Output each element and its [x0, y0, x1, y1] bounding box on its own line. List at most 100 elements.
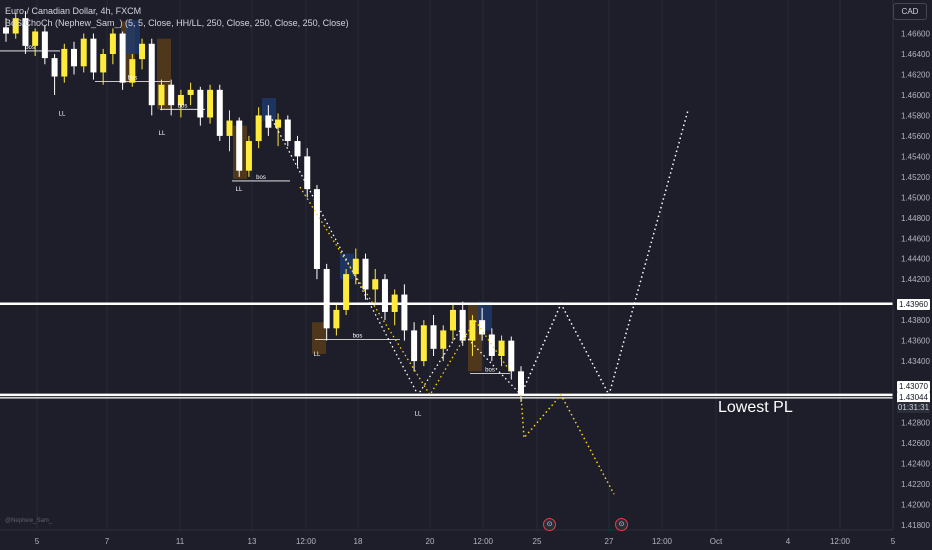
y-tick-label: 1.45200	[901, 173, 930, 182]
calendar-event-icon[interactable]: ⊙	[543, 518, 556, 531]
x-tick-label: 20	[426, 537, 435, 546]
projection-path-yellow	[520, 393, 615, 495]
bos-label: bos	[256, 175, 266, 181]
candle-body	[479, 320, 486, 335]
price-axis[interactable]: 1.46600 1.46400 1.46200 1.46000 1.45800 1.456…	[892, 0, 930, 530]
history-path-white	[269, 115, 522, 397]
structure-zone	[262, 98, 276, 121]
candle-body	[226, 120, 233, 136]
calendar-event-icon[interactable]: ⊙	[615, 518, 628, 531]
candle-body	[469, 320, 476, 341]
y-tick-label: 1.46400	[901, 50, 930, 59]
candle-body	[255, 115, 262, 142]
candle-body	[362, 258, 369, 290]
y-tick-label: 1.42200	[901, 480, 930, 489]
horizontal-levels[interactable]	[0, 302, 893, 399]
candle-body	[90, 38, 97, 73]
structure-zone	[340, 253, 354, 280]
y-tick-label: 1.42600	[901, 439, 930, 448]
candle-body	[100, 54, 107, 73]
history-path-yellow	[299, 186, 511, 397]
y-tick-label: 1.42800	[901, 419, 930, 428]
symbol-title: Euro / Canadian Dollar, 4h, FXCM	[5, 6, 142, 16]
candle-body	[158, 84, 165, 106]
lowest-pl-annotation: Lowest PL	[718, 399, 793, 416]
candle-body	[518, 371, 524, 395]
ll-label: LL	[314, 352, 321, 358]
indicator-title[interactable]: BoS/ChoCh (Nephew_Sam_) (5, 5, Close, HH…	[5, 18, 349, 28]
candle-body	[304, 156, 311, 190]
candle-body	[275, 119, 282, 128]
candle-body	[61, 48, 68, 77]
ll-label: LL	[415, 411, 422, 417]
y-tick-label: 1.45000	[901, 193, 930, 202]
structure-labels: bos bos bos bos bos bos LL LL LL LL LL	[25, 45, 495, 417]
candle-body	[236, 120, 243, 171]
x-tick-label: 4	[786, 537, 791, 546]
y-tick-label: 1.43600	[901, 337, 930, 346]
y-tick-label: 1.43400	[901, 357, 930, 366]
candle-body	[498, 340, 505, 356]
candle-body	[284, 119, 291, 142]
bos-label: bos	[178, 103, 188, 109]
structure-zone	[126, 20, 140, 55]
ll-label: LL	[59, 111, 66, 117]
x-tick-label: 27	[605, 537, 614, 546]
ll-label: LL	[236, 187, 243, 193]
candle-body	[333, 309, 340, 329]
candle-body	[381, 279, 388, 312]
y-tick-label: 1.46600	[901, 30, 930, 39]
candle-body	[343, 274, 350, 310]
projection-path-white	[520, 110, 689, 397]
candle-body	[80, 38, 87, 67]
y-tick-label: 1.43800	[901, 316, 930, 325]
candle-body	[401, 294, 408, 331]
time-axis[interactable]: 5 7 11 13 12:00 18 20 12:00 25 27 12:00 Oct 4 12:00 5	[0, 529, 896, 546]
y-tick-label: 1.44400	[901, 255, 930, 264]
candle-body	[323, 268, 330, 329]
y-tick-label: 1.45400	[901, 152, 930, 161]
x-tick-label: 25	[533, 537, 542, 546]
candle-body	[197, 89, 204, 118]
candle-body	[245, 141, 252, 171]
candle-body	[391, 294, 398, 312]
y-tick-label: 1.41800	[901, 521, 930, 530]
x-tick-label: 11	[176, 537, 185, 546]
candle-body	[177, 94, 184, 106]
candle-body	[449, 309, 456, 331]
candle-body	[207, 89, 214, 118]
x-tick-label: Oct	[710, 537, 723, 546]
currency-button[interactable]: CAD	[893, 3, 927, 20]
candle-body	[294, 141, 301, 157]
candlestick-series	[3, 11, 524, 403]
y-tick-label: 1.46000	[901, 91, 930, 100]
candle-body	[22, 18, 29, 46]
candle-body	[119, 33, 126, 83]
structure-lines	[0, 50, 510, 374]
price-tag-upper-level: 1.43960	[897, 299, 930, 310]
y-tick-label: 1.44800	[901, 214, 930, 223]
bos-label: bos	[353, 334, 363, 340]
x-tick-label: 18	[354, 537, 363, 546]
candle-body	[41, 31, 48, 59]
candle-body	[51, 58, 58, 77]
x-tick-label: 5	[891, 537, 896, 546]
x-tick-label: 7	[105, 537, 110, 546]
candle-body	[352, 258, 359, 275]
candle-body	[459, 309, 466, 341]
y-tick-label: 1.42000	[901, 500, 930, 509]
candle-body	[265, 115, 272, 128]
candle-body	[3, 27, 9, 34]
candle-body	[12, 18, 19, 34]
x-tick-label: 12:00	[830, 537, 851, 546]
candle-body	[420, 325, 427, 362]
ll-label: LL	[159, 131, 166, 137]
candle-body	[488, 334, 495, 356]
x-tick-label: 12:00	[296, 537, 317, 546]
candle-body	[313, 189, 320, 269]
candle-body	[139, 43, 146, 60]
y-tick-label: 1.44200	[901, 275, 930, 284]
candle-body	[148, 43, 155, 106]
candle-body	[71, 48, 78, 67]
